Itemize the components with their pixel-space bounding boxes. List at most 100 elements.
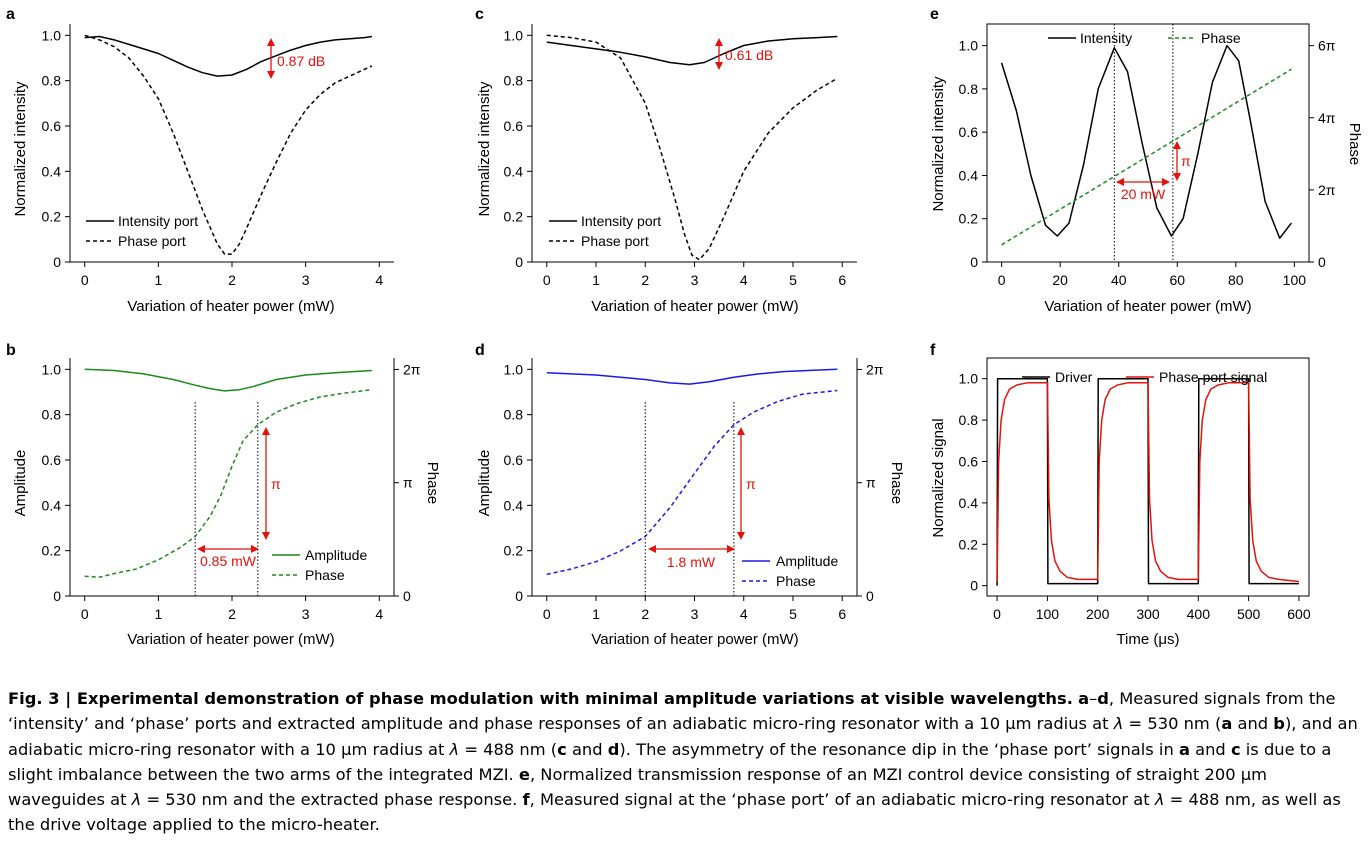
x-tick-label-a: 3 <box>302 272 310 288</box>
panel-f: f 0 100 200 300 400 500 600 0 0.2 0.4 0.6 0.8 1.0 Ti… <box>930 342 1311 648</box>
y-tick-label-c: 0 <box>515 254 523 270</box>
panel-label-a: a <box>6 6 15 23</box>
series-f-driver <box>996 377 1299 586</box>
annotation-a: 0.87 dB <box>267 38 325 79</box>
series-f-phase-port-signal <box>996 382 1299 583</box>
y-axis-label-a: Normalized intensity <box>12 81 29 217</box>
x-axis-label-f: Time (μs) <box>1116 631 1179 648</box>
plot-a: 0 1 2 3 4 0 0.2 0.4 0.6 0.8 1.0 <box>42 24 394 288</box>
x-tick-label-c: 6 <box>838 272 846 288</box>
x-tick-label-c: 3 <box>691 272 699 288</box>
y2-axis-label-d: Phase <box>888 462 905 505</box>
annotation-b-pi: π <box>271 476 281 492</box>
legend-e-intensity: Intensity <box>1080 30 1132 46</box>
y-tick-label-e: 0.2 <box>959 211 979 227</box>
legend-f-phase-signal: Phase port signal <box>1159 369 1267 385</box>
caption-body: a–d, Measured signals from the ‘intensit… <box>8 689 1358 835</box>
legend-b: Amplitude Phase <box>272 547 367 583</box>
y2-axis-label-e: Phase <box>1346 123 1363 166</box>
x-tick-label-f: 600 <box>1287 606 1311 622</box>
y-tick-label-d: 0 <box>515 588 523 604</box>
legend-c-intensity: Intensity port <box>581 213 661 229</box>
plot-f: 0 100 200 300 400 500 600 0 0.2 0.4 0.6 0.8 1.0 <box>959 357 1311 622</box>
y-tick-label-c: 0.2 <box>504 209 524 225</box>
series-c-phase-port <box>546 34 838 261</box>
panel-label-e: e <box>930 6 939 23</box>
x-tick-label-d: 0 <box>543 606 551 622</box>
legend-e: Intensity Phase <box>1048 30 1241 46</box>
panel-e: e 0 20 40 60 80 100 0 0.2 0.4 0.6 0.8 1.0 0 2π 4π 6π Va… <box>930 6 1363 315</box>
y-axis-label-b: Amplitude <box>12 450 29 517</box>
panel-label-b: b <box>6 342 16 359</box>
annotation-e: 20 mW π <box>1116 141 1191 202</box>
y-tick-label-e: 1.0 <box>959 38 979 54</box>
x-tick-label-e: 60 <box>1169 272 1185 288</box>
y-tick-label-c: 0.4 <box>504 163 524 179</box>
legend-a-intensity: Intensity port <box>118 213 198 229</box>
y-tick-label-f: 0.4 <box>959 495 979 511</box>
y-tick-label-c: 0.6 <box>504 118 524 134</box>
y2-axis-label-b: Phase <box>424 462 441 505</box>
legend-c: Intensity port Phase port <box>549 213 661 249</box>
figure-3-panels: a 0 1 2 3 400.20.40.60.81.0 Variation of hea… <box>6 6 1363 648</box>
y-axis-label-d: Amplitude <box>476 450 493 517</box>
series-b-amplitude <box>84 368 372 392</box>
x-tick-label-a: 0 <box>81 272 89 288</box>
x-tick-label-a: 2 <box>228 272 236 288</box>
y-tick-label-e: 0.8 <box>959 81 979 97</box>
plot-d: 0 1 2 3 4 5 6 0 0.2 0.4 0.6 0.8 1.0 0 π 2π <box>504 358 884 622</box>
x-tick-label-f: 200 <box>1086 606 1110 622</box>
y-tick-label-b: 1.0 <box>42 361 62 377</box>
legend-f-driver: Driver <box>1055 369 1093 385</box>
series-d-phase <box>546 389 838 576</box>
y-tick-label-a: 0.2 <box>42 209 62 225</box>
x-tick-label-d: 4 <box>740 606 748 622</box>
y-tick-label-b: 0.8 <box>42 407 62 423</box>
annotation-e-pi: π <box>1181 153 1191 169</box>
x-axis-label-a: Variation of heater power (mW) <box>127 298 334 315</box>
y2-tick-label-d: π <box>866 475 876 491</box>
legend-f: Driver Phase port signal <box>1022 369 1267 385</box>
y-tick-label-a: 0.4 <box>42 163 62 179</box>
y-tick-label-b: 0.6 <box>42 452 62 468</box>
y-tick-label-e: 0 <box>970 254 978 270</box>
panel-label-f: f <box>930 342 936 359</box>
y2-tick-label-d: 0 <box>866 588 874 604</box>
plot-frame-e <box>986 23 1310 263</box>
y-tick-label-d: 0.6 <box>504 452 524 468</box>
annotation-d-power: 1.8 mW <box>667 554 716 570</box>
legend-e-phase: Phase <box>1201 30 1241 46</box>
y-tick-label-a: 0.8 <box>42 73 62 89</box>
x-tick-label-c: 4 <box>740 272 748 288</box>
x-tick-label-d: 6 <box>838 606 846 622</box>
y-tick-label-f: 1.0 <box>959 371 979 387</box>
x-tick-label-e: 40 <box>1111 272 1127 288</box>
x-tick-label-c: 2 <box>641 272 649 288</box>
annotation-d-pi: π <box>746 476 756 492</box>
y-tick-label-b: 0 <box>53 588 61 604</box>
x-tick-label-f: 300 <box>1136 606 1160 622</box>
x-tick-label-f: 400 <box>1187 606 1211 622</box>
y-tick-label-e: 0.4 <box>959 167 979 183</box>
annotation-d: 1.8 mW π <box>648 427 756 570</box>
y2-tick-label-d: 2π <box>866 361 884 377</box>
annotation-b: 0.85 mW π <box>197 427 281 569</box>
x-tick-label-d: 2 <box>641 606 649 622</box>
y-axis-label-e: Normalized intensity <box>930 76 947 212</box>
y-tick-label-f: 0.8 <box>959 412 979 428</box>
series-d-amplitude <box>546 368 838 385</box>
x-tick-label-b: 0 <box>81 606 89 622</box>
y2-tick-label-b: 0 <box>403 588 411 604</box>
panel-label-d: d <box>475 342 485 359</box>
legend-d: Amplitude Phase <box>742 553 838 589</box>
x-tick-label-e: 80 <box>1228 272 1244 288</box>
x-axis-label-b: Variation of heater power (mW) <box>127 631 334 648</box>
x-axis-label-e: Variation of heater power (mW) <box>1044 298 1251 315</box>
x-tick-label-e: 100 <box>1283 272 1307 288</box>
y-tick-label-d: 0.4 <box>504 497 524 513</box>
panel-c: c 0 1 2 3 4 5 6 0 0.2 0.4 0.6 0.8 1.0 Variation of h… <box>475 6 857 315</box>
x-tick-label-b: 1 <box>154 606 162 622</box>
y-axis-label-c: Normalized intensity <box>476 81 493 217</box>
legend-a-phase: Phase port <box>118 233 186 249</box>
x-tick-label-d: 1 <box>592 606 600 622</box>
